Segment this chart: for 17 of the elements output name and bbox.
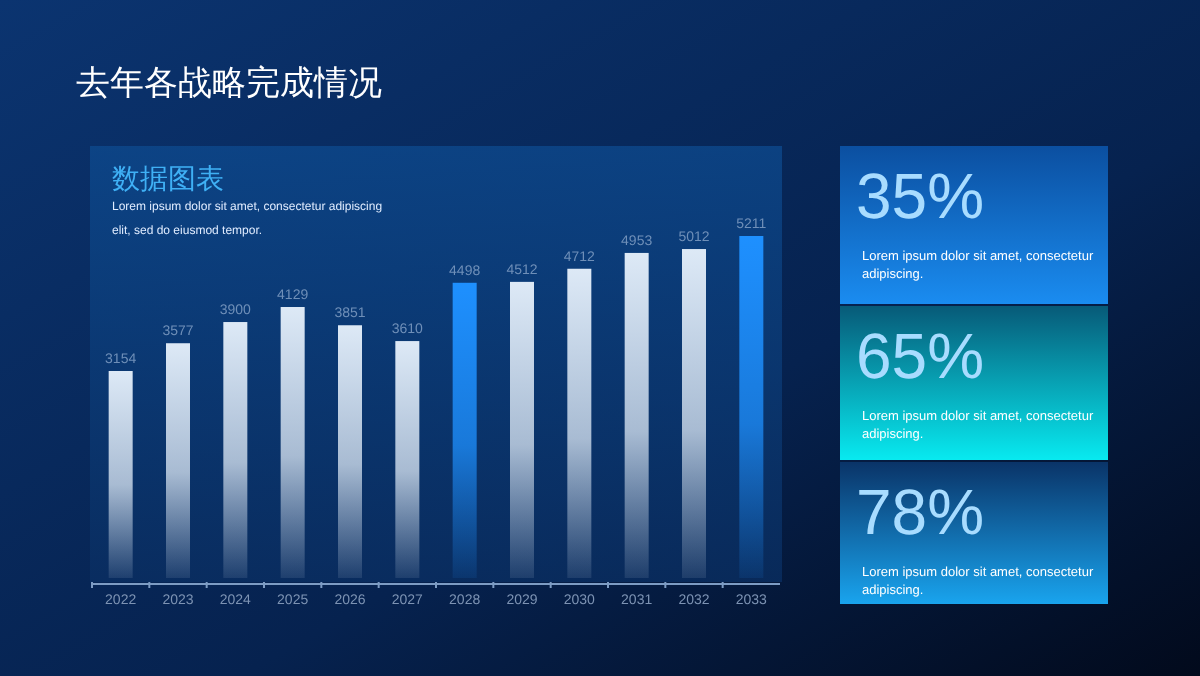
bar <box>223 322 248 578</box>
bar <box>280 307 305 578</box>
bar <box>108 371 133 578</box>
text: 35% <box>856 160 985 232</box>
bar <box>510 281 534 578</box>
bar <box>166 343 190 578</box>
text: 65% <box>856 320 985 392</box>
bar <box>452 282 477 578</box>
bar <box>395 341 420 578</box>
text: 78% <box>856 476 985 548</box>
chart-title: 去年各战略完成情况 <box>76 64 382 102</box>
chart-subtitle: 数据图表 <box>112 162 224 194</box>
bar <box>567 268 592 578</box>
bar <box>624 252 649 578</box>
bar <box>739 236 764 578</box>
bar <box>682 249 706 578</box>
bar <box>338 325 362 578</box>
